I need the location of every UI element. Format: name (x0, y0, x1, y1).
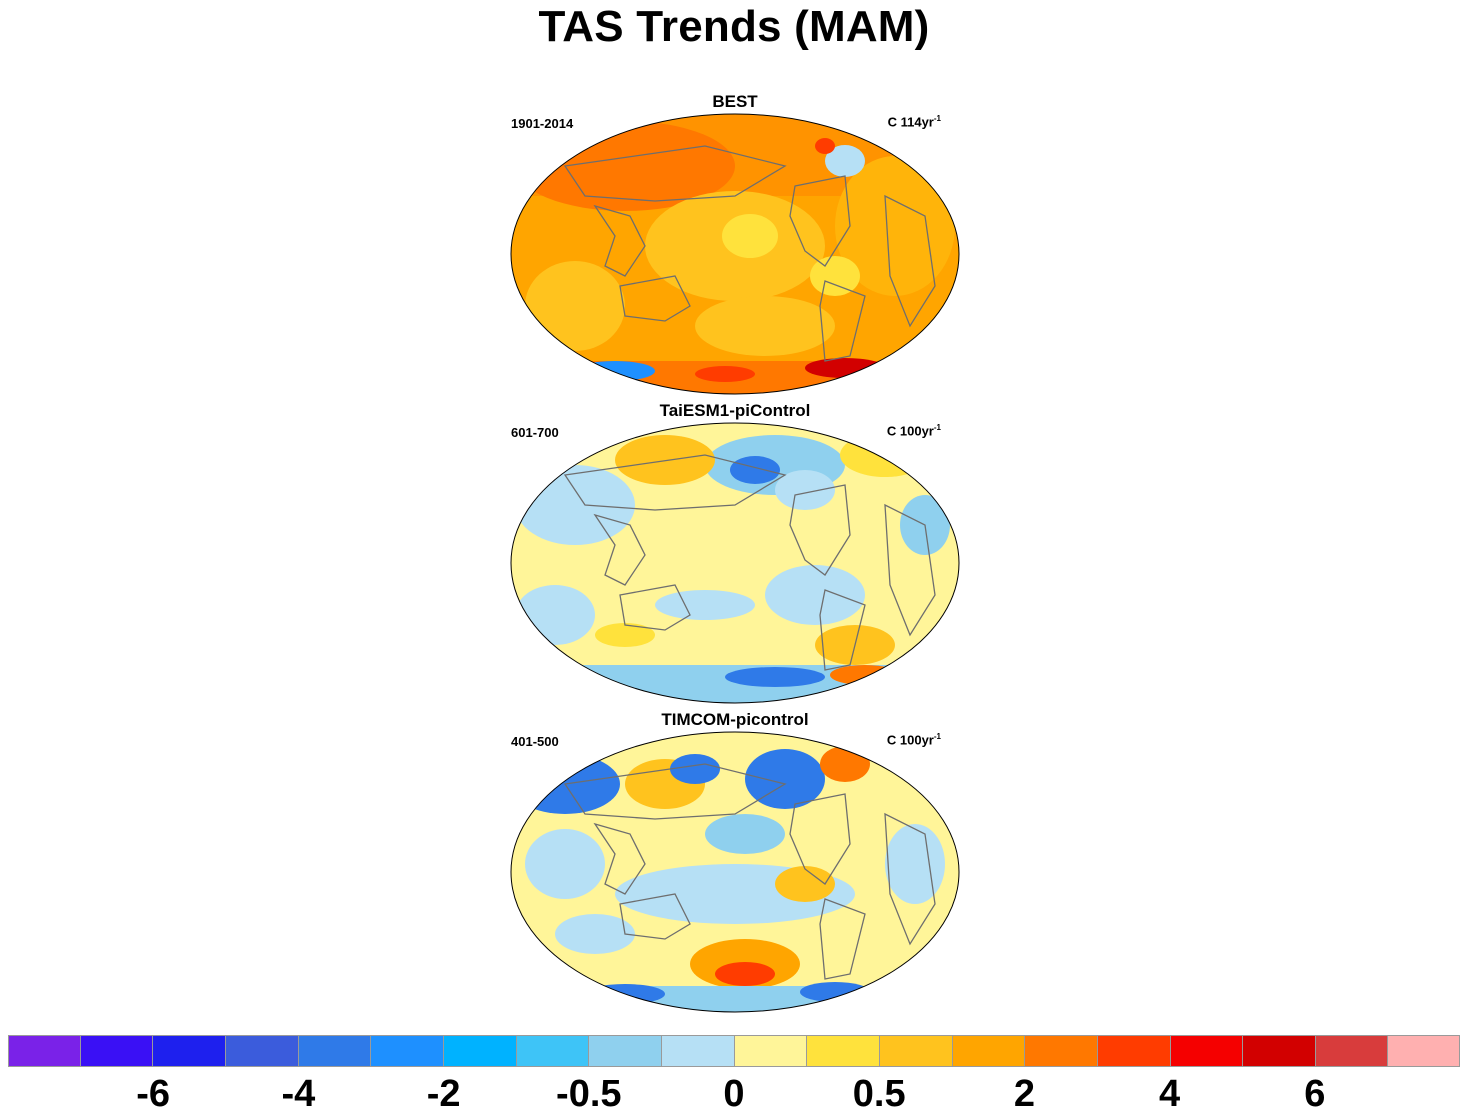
panel-units: C 114yr-1 (887, 114, 941, 130)
colorbar-box (1315, 1035, 1389, 1067)
colorbar-box (807, 1035, 880, 1067)
colorbar-box (443, 1035, 517, 1067)
map-panel-best: BEST 1901-2014 C 114yr-1 (505, 92, 965, 402)
map-panel-timcom: TIMCOM-picontrol 401-500 C 100yr-1 (505, 710, 965, 1020)
colorbar-tick-label: -0.5 (556, 1073, 622, 1115)
map-best (510, 113, 960, 395)
figure-title: TAS Trends (MAM) (538, 2, 930, 51)
colorbar-box (80, 1035, 154, 1067)
panel-units: C 100yr-1 (886, 732, 941, 748)
colorbar-tick-label: -4 (281, 1073, 316, 1115)
panel-period: 401-500 (511, 734, 559, 749)
panel-title: TaiESM1-piControl (659, 401, 811, 420)
colorbar-box (1243, 1035, 1316, 1067)
map-taiesm1 (510, 422, 960, 704)
colorbar-tick-label: 0.5 (852, 1073, 906, 1115)
colorbar-box (1097, 1035, 1171, 1067)
panel-units: C 100yr-1 (886, 423, 941, 439)
colorbar-box (516, 1035, 590, 1067)
colorbar-box (952, 1035, 1026, 1067)
colorbar-tick-label: 2 (1013, 1073, 1035, 1115)
colorbar-box (589, 1035, 662, 1067)
colorbar-box (1388, 1035, 1461, 1067)
colorbar-tick-label: 6 (1304, 1073, 1326, 1115)
colorbar-box (1170, 1035, 1244, 1067)
colorbar-box (298, 1035, 372, 1067)
colorbar-tick-label: -6 (136, 1073, 171, 1115)
colorbar-box (661, 1035, 735, 1067)
colorbar-box (225, 1035, 299, 1067)
panel-period: 1901-2014 (511, 116, 574, 131)
colorbar-box (879, 1035, 953, 1067)
colorbar (8, 1035, 1461, 1067)
map-panel-taiesm1: TaiESM1-piControl 601-700 C 100yr-1 (505, 401, 965, 711)
colorbar-box (1025, 1035, 1098, 1067)
map-timcom (510, 731, 960, 1013)
colorbar-box (734, 1035, 808, 1067)
colorbar-tick-label: 0 (723, 1073, 745, 1115)
colorbar-tick-label: 4 (1159, 1073, 1181, 1115)
panel-title: TIMCOM-picontrol (661, 710, 809, 729)
panel-title: BEST (712, 92, 758, 111)
colorbar-box (153, 1035, 226, 1067)
colorbar-box (371, 1035, 444, 1067)
colorbar-tick-label: -2 (426, 1073, 461, 1115)
panel-period: 601-700 (511, 425, 559, 440)
colorbar-box (8, 1035, 81, 1067)
